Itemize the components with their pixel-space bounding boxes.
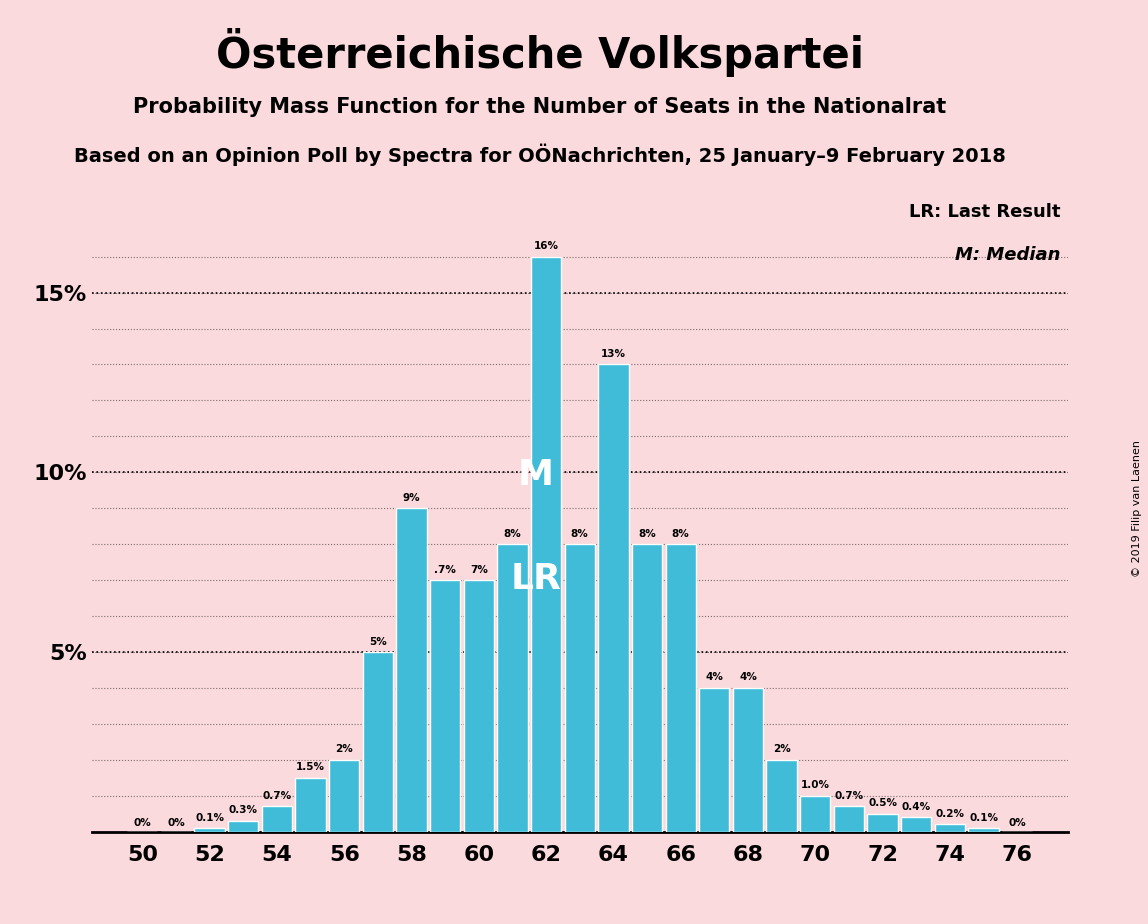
Text: 0.3%: 0.3% [228, 806, 258, 816]
Text: 8%: 8% [638, 529, 656, 539]
Bar [699, 687, 729, 832]
Bar [530, 257, 561, 832]
Bar [430, 580, 460, 832]
Text: 0%: 0% [133, 818, 152, 828]
Text: LR: LR [511, 562, 561, 596]
Text: .7%: .7% [434, 565, 456, 575]
Text: Based on an Opinion Poll by Spectra for OÖNachrichten, 25 January–9 February 201: Based on an Opinion Poll by Spectra for … [73, 143, 1006, 165]
Bar [598, 364, 628, 832]
Text: 0.7%: 0.7% [835, 791, 863, 801]
Text: 4%: 4% [705, 673, 723, 683]
Text: 8%: 8% [672, 529, 690, 539]
Text: 2%: 2% [335, 745, 354, 754]
Text: Österreichische Volkspartei: Österreichische Volkspartei [216, 28, 863, 77]
Bar [329, 760, 359, 832]
Text: 1.5%: 1.5% [296, 762, 325, 772]
Text: 1.0%: 1.0% [801, 780, 830, 790]
Text: 9%: 9% [403, 492, 420, 503]
Bar [934, 824, 965, 832]
Text: Probability Mass Function for the Number of Seats in the Nationalrat: Probability Mass Function for the Number… [133, 97, 946, 117]
Bar [295, 778, 326, 832]
Text: 8%: 8% [571, 529, 589, 539]
Text: 7%: 7% [470, 565, 488, 575]
Text: 13%: 13% [600, 349, 626, 359]
Text: © 2019 Filip van Laenen: © 2019 Filip van Laenen [1132, 440, 1142, 577]
Text: 4%: 4% [739, 673, 757, 683]
Bar [732, 687, 763, 832]
Bar [833, 807, 864, 832]
Text: 0.2%: 0.2% [936, 809, 964, 819]
Bar [800, 796, 830, 832]
Bar [262, 807, 292, 832]
Text: 5%: 5% [369, 637, 387, 647]
Text: 8%: 8% [504, 529, 521, 539]
Bar [497, 544, 528, 832]
Bar [969, 828, 999, 832]
Text: M: Median: M: Median [955, 246, 1061, 264]
Text: 0%: 0% [168, 818, 185, 828]
Bar [228, 821, 258, 832]
Bar [901, 817, 931, 832]
Text: 0%: 0% [1008, 818, 1026, 828]
Bar [631, 544, 662, 832]
Text: M: M [518, 458, 554, 492]
Bar [363, 652, 393, 832]
Bar [396, 508, 427, 832]
Bar [868, 814, 898, 832]
Bar [666, 544, 696, 832]
Bar [194, 828, 225, 832]
Text: 0.1%: 0.1% [195, 812, 224, 822]
Text: 16%: 16% [534, 241, 559, 251]
Text: LR: Last Result: LR: Last Result [909, 202, 1061, 221]
Text: 2%: 2% [773, 745, 791, 754]
Bar [565, 544, 595, 832]
Text: 0.5%: 0.5% [868, 798, 897, 808]
Text: 0.4%: 0.4% [901, 802, 931, 812]
Text: 0.1%: 0.1% [969, 812, 998, 822]
Bar [767, 760, 797, 832]
Bar [464, 580, 494, 832]
Text: 0.7%: 0.7% [263, 791, 292, 801]
